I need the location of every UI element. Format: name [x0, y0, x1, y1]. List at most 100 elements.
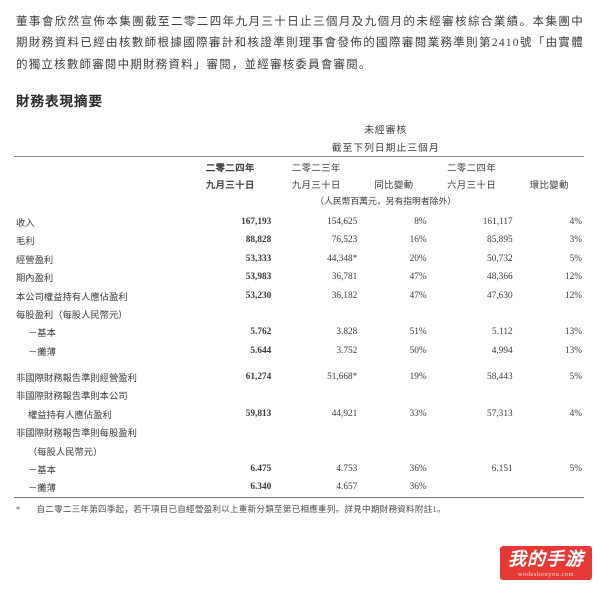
table-row: 非國際財務報告準則本公司 [14, 386, 584, 404]
row-label: －基本 [14, 323, 187, 341]
cell: 6.340 [187, 478, 273, 497]
row-label: 本公司權益持有人應佔盈利 [14, 286, 187, 304]
cell: 36,781 [273, 268, 359, 286]
cell: 53,333 [187, 250, 273, 268]
table-row: －攤薄 5.644 3.752 50% 4.994 13% [14, 342, 584, 360]
cell: 5% [515, 460, 584, 478]
row-label: －攤薄 [14, 478, 187, 497]
cell: 154,625 [273, 213, 359, 231]
cell: 33% [359, 405, 428, 423]
cell: 53,230 [187, 286, 273, 304]
cell: 13% [515, 342, 584, 360]
header-unaudited: 未經審核 [187, 120, 584, 138]
row-label: 經營盈利 [14, 250, 187, 268]
table-super-header-1: 未經審核 [14, 120, 584, 138]
cell: 48,366 [429, 268, 515, 286]
table-row: －基本 5.762 3.828 51% 5.112 13% [14, 323, 584, 341]
row-label: －攤薄 [14, 342, 187, 360]
row-label: －基本 [14, 460, 187, 478]
footnote-star: * [16, 503, 34, 517]
financial-table: 未經審核 截至下列日期止三個月 二零二四年 二零二三年 二零二四年 九月三十日 … [14, 120, 584, 498]
table-row: 非國際財務報告準則每股盈利 [14, 423, 584, 441]
cell: 47% [359, 268, 428, 286]
cell: 51% [359, 323, 428, 341]
cell [429, 478, 515, 497]
cell: 50% [359, 342, 428, 360]
row-label: 非國際財務報告準則每股盈利 [14, 423, 187, 441]
col-2023-9-b: 九月三十日 [273, 175, 359, 192]
financial-table-wrapper: 未經審核 截至下列日期止三個月 二零二四年 二零二三年 二零二四年 九月三十日 … [0, 120, 600, 498]
cell: 44,348* [273, 250, 359, 268]
cell: 20% [359, 250, 428, 268]
cell: 5% [515, 368, 584, 386]
cell: 50,732 [429, 250, 515, 268]
watermark-main: 我的手游 [508, 550, 584, 570]
cell: 47,630 [429, 286, 515, 304]
cell: 58,443 [429, 368, 515, 386]
cell: 85,895 [429, 231, 515, 249]
cell: 3% [515, 231, 584, 249]
cell: 6.475 [187, 460, 273, 478]
table-row: 期內盈利 53,983 36,781 47% 48,366 12% [14, 268, 584, 286]
table-super-header-2: 截至下列日期止三個月 [14, 138, 584, 157]
table-row: －攤薄 6.340 4.657 36% [14, 478, 584, 497]
watermark: 我的手游 wodeshouyou.com [500, 546, 592, 580]
col-2024-6-b: 六月三十日 [429, 175, 515, 192]
spacer [14, 360, 584, 368]
header-period: 截至下列日期止三個月 [187, 138, 584, 157]
cell: 5.762 [187, 323, 273, 341]
row-label: 毛利 [14, 231, 187, 249]
row-label: 每股盈利（每股人民幣元） [14, 305, 187, 323]
cell: 47% [359, 286, 428, 304]
row-label: 期內盈利 [14, 268, 187, 286]
cell: 36% [359, 478, 428, 497]
cell: 5.644 [187, 342, 273, 360]
table-row: 非國際財務報告準則經營盈利 61,274 51,668* 19% 58,443 … [14, 368, 584, 386]
row-label: （每股人民幣元） [14, 441, 187, 459]
table-row: 毛利 88,828 76,523 16% 85,895 3% [14, 231, 584, 249]
cell: 4.657 [273, 478, 359, 497]
table-row: 本公司權益持有人應佔盈利 53,230 36,182 47% 47,630 12… [14, 286, 584, 304]
cell: 167,193 [187, 213, 273, 231]
table-row: －基本 6.475 4.753 36% 6.151 5% [14, 460, 584, 478]
row-label: 非國際財務報告準則經營盈利 [14, 368, 187, 386]
cell: 88,828 [187, 231, 273, 249]
cell: 6.151 [429, 460, 515, 478]
intro-paragraph: 董事會欣然宣佈本集團截至二零二四年九月三十日止三個月及九個月的未經審核綜合業績。… [0, 0, 600, 84]
cell: 12% [515, 286, 584, 304]
cell: 5.112 [429, 323, 515, 341]
cell: 4.994 [429, 342, 515, 360]
col-yoy: 同比變動 [359, 175, 428, 192]
table-row: 經營盈利 53,333 44,348* 20% 50,732 5% [14, 250, 584, 268]
table-row: 每股盈利（每股人民幣元） [14, 305, 584, 323]
cell: 57,313 [429, 405, 515, 423]
cell: 53,983 [187, 268, 273, 286]
row-label: 非國際財務報告準則本公司 [14, 386, 187, 404]
col-2023-9-a: 二零二三年 [273, 157, 359, 175]
row-label: 權益持有人應佔盈利 [14, 405, 187, 423]
cell: 4% [515, 405, 584, 423]
col-2024-9-a: 二零二四年 [187, 157, 273, 175]
cell: 161,117 [429, 213, 515, 231]
cell: 3.752 [273, 342, 359, 360]
cell: 44,921 [273, 405, 359, 423]
unit-label: （人民幣百萬元，另有指明者除外） [187, 192, 584, 213]
cell: 12% [515, 268, 584, 286]
row-label: 收入 [14, 213, 187, 231]
cell: 59,813 [187, 405, 273, 423]
col-qoq: 環比變動 [515, 175, 584, 192]
table-row: 收入 167,193 154,625 8% 161,117 4% [14, 213, 584, 231]
cell: 3.828 [273, 323, 359, 341]
footnote-text: 自二零二三年第四季起，若干項目已自經營盈利以上重新分類至第已相應重列。詳見中期財… [36, 503, 576, 517]
cell: 19% [359, 368, 428, 386]
cell: 4% [515, 213, 584, 231]
cell: 36,182 [273, 286, 359, 304]
unit-row: （人民幣百萬元，另有指明者除外） [14, 192, 584, 213]
cell: 51,668* [273, 368, 359, 386]
cell: 8% [359, 213, 428, 231]
cell: 5% [515, 250, 584, 268]
cell: 16% [359, 231, 428, 249]
col-2024-6-a: 二零二四年 [429, 157, 515, 175]
watermark-sub: wodeshouyou.com [508, 571, 584, 578]
cell: 4.753 [273, 460, 359, 478]
